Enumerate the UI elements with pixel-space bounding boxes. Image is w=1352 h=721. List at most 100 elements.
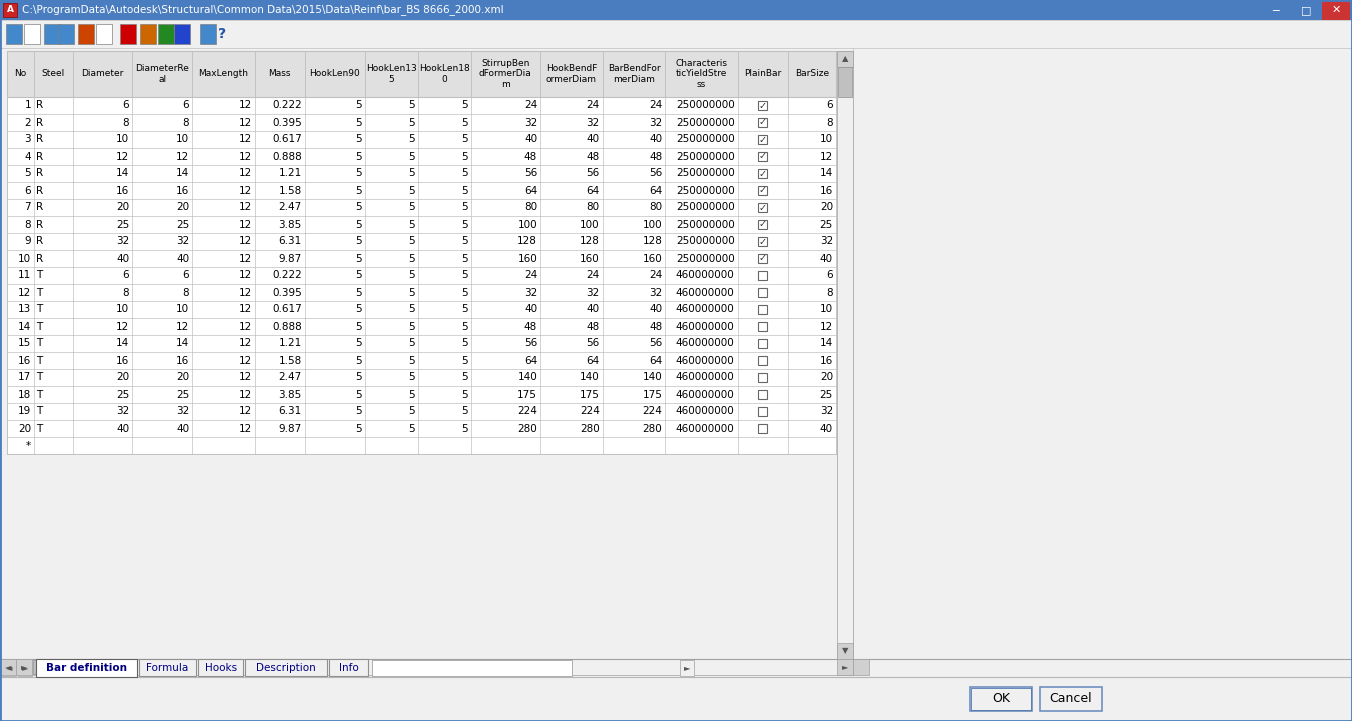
Text: 10: 10 bbox=[18, 254, 31, 263]
Text: 460000000: 460000000 bbox=[676, 407, 734, 417]
Text: 32: 32 bbox=[176, 407, 189, 417]
Text: 3.85: 3.85 bbox=[279, 219, 301, 229]
Text: 25: 25 bbox=[819, 219, 833, 229]
Bar bbox=[254, 51, 304, 97]
Text: 10: 10 bbox=[176, 135, 189, 144]
Text: 250000000: 250000000 bbox=[676, 135, 734, 144]
Text: 5: 5 bbox=[356, 100, 361, 110]
Text: 140: 140 bbox=[642, 373, 662, 383]
Text: 5: 5 bbox=[461, 389, 468, 399]
Text: 32: 32 bbox=[523, 118, 537, 128]
Text: 5: 5 bbox=[461, 288, 468, 298]
Text: 40: 40 bbox=[116, 254, 130, 263]
Text: 16: 16 bbox=[819, 185, 833, 195]
Text: 5: 5 bbox=[408, 236, 415, 247]
Text: 8: 8 bbox=[826, 118, 833, 128]
Text: 128: 128 bbox=[580, 236, 600, 247]
Bar bbox=[7, 369, 836, 386]
Text: 48: 48 bbox=[523, 322, 537, 332]
Bar bbox=[7, 267, 836, 284]
Text: 20: 20 bbox=[116, 373, 130, 383]
Text: 5: 5 bbox=[461, 423, 468, 433]
Text: 5: 5 bbox=[408, 338, 415, 348]
Text: T: T bbox=[37, 373, 42, 383]
Text: 0.222: 0.222 bbox=[272, 270, 301, 280]
Bar bbox=[141, 24, 155, 44]
Text: R: R bbox=[37, 169, 43, 179]
Text: 0.888: 0.888 bbox=[272, 151, 301, 162]
Text: 13: 13 bbox=[18, 304, 31, 314]
Text: 5: 5 bbox=[408, 270, 415, 280]
Bar bbox=[5, 24, 22, 44]
Text: 48: 48 bbox=[587, 322, 600, 332]
Text: ✓: ✓ bbox=[758, 169, 767, 179]
Text: 64: 64 bbox=[523, 185, 537, 195]
Text: T: T bbox=[37, 338, 42, 348]
Bar bbox=[758, 424, 767, 433]
Text: 140: 140 bbox=[580, 373, 600, 383]
Text: Steel: Steel bbox=[42, 69, 65, 79]
Text: 175: 175 bbox=[580, 389, 600, 399]
Bar bbox=[330, 659, 368, 676]
Bar bbox=[969, 687, 1032, 711]
Text: 10: 10 bbox=[116, 304, 130, 314]
Bar bbox=[7, 148, 836, 165]
Text: 5: 5 bbox=[356, 355, 361, 366]
Text: 20: 20 bbox=[18, 423, 31, 433]
Text: T: T bbox=[37, 355, 42, 366]
Bar bbox=[758, 407, 767, 416]
Text: 80: 80 bbox=[587, 203, 600, 213]
Text: 20: 20 bbox=[176, 373, 189, 383]
Text: PlainBar: PlainBar bbox=[744, 69, 781, 79]
Text: 5: 5 bbox=[461, 355, 468, 366]
Text: 25: 25 bbox=[176, 219, 189, 229]
Text: 24: 24 bbox=[649, 270, 662, 280]
Text: 40: 40 bbox=[525, 304, 537, 314]
Text: 5: 5 bbox=[408, 100, 415, 110]
Bar bbox=[7, 301, 836, 318]
Text: 5: 5 bbox=[356, 288, 361, 298]
Text: 5: 5 bbox=[356, 322, 361, 332]
Text: 12: 12 bbox=[238, 338, 251, 348]
Text: 5: 5 bbox=[408, 304, 415, 314]
Bar bbox=[1261, 0, 1290, 20]
Text: 5: 5 bbox=[408, 322, 415, 332]
Text: 250000000: 250000000 bbox=[676, 236, 734, 247]
Bar bbox=[16, 659, 32, 675]
Text: 8: 8 bbox=[123, 288, 130, 298]
Text: 20: 20 bbox=[819, 203, 833, 213]
Text: HookLen18
0: HookLen18 0 bbox=[419, 64, 469, 84]
Bar bbox=[758, 305, 767, 314]
Text: 19: 19 bbox=[18, 407, 31, 417]
Text: 12: 12 bbox=[116, 151, 130, 162]
Text: Mass: Mass bbox=[269, 69, 291, 79]
Text: 128: 128 bbox=[518, 236, 537, 247]
Text: ✓: ✓ bbox=[758, 203, 767, 213]
Text: Formula: Formula bbox=[146, 663, 189, 673]
Text: 5: 5 bbox=[408, 423, 415, 433]
Text: 14: 14 bbox=[116, 338, 130, 348]
Text: 12: 12 bbox=[238, 373, 251, 383]
Text: ✓: ✓ bbox=[758, 236, 767, 247]
Text: A: A bbox=[7, 6, 14, 14]
Text: 5: 5 bbox=[356, 151, 361, 162]
Text: 32: 32 bbox=[649, 118, 662, 128]
Bar bbox=[7, 403, 836, 420]
Text: 48: 48 bbox=[523, 151, 537, 162]
Text: 1: 1 bbox=[24, 100, 31, 110]
Text: 250000000: 250000000 bbox=[676, 169, 734, 179]
Text: 6: 6 bbox=[123, 270, 130, 280]
Text: 64: 64 bbox=[587, 185, 600, 195]
Text: 14: 14 bbox=[176, 169, 189, 179]
Bar bbox=[0, 20, 1352, 48]
Text: 5: 5 bbox=[408, 254, 415, 263]
Text: ►: ► bbox=[684, 663, 691, 673]
Text: 5: 5 bbox=[461, 151, 468, 162]
Text: 128: 128 bbox=[642, 236, 662, 247]
Bar bbox=[372, 660, 572, 676]
Text: 9.87: 9.87 bbox=[279, 423, 301, 433]
Bar bbox=[758, 237, 767, 246]
Text: 100: 100 bbox=[642, 219, 662, 229]
Text: R: R bbox=[37, 254, 43, 263]
Bar bbox=[245, 659, 327, 676]
